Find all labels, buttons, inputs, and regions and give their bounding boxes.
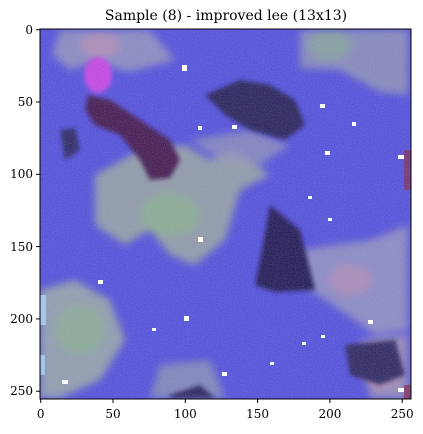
- x-tick-label: 50: [105, 407, 120, 421]
- y-tick-label: 100: [10, 167, 33, 181]
- y-tick-labels: 0 50 100 150 200 250: [10, 23, 33, 398]
- figure-title: Sample (8) - improved lee (13x13): [105, 8, 347, 24]
- y-tick-label: 0: [25, 23, 33, 37]
- x-axis: [40, 399, 403, 403]
- y-tick-label: 150: [10, 240, 33, 254]
- plot-frame: [39, 28, 412, 400]
- y-tick-label: 250: [10, 384, 33, 398]
- x-tick-labels: 0 50 100 150 200 250: [37, 407, 414, 421]
- x-tick-label: 200: [318, 407, 341, 421]
- filtered-sample-image: [40, 29, 411, 399]
- y-tick-label: 200: [10, 312, 33, 326]
- x-tick-label: 0: [37, 407, 45, 421]
- x-tick-label: 150: [246, 407, 269, 421]
- y-axis: [36, 29, 40, 392]
- y-tick-label: 50: [18, 95, 33, 109]
- x-tick-label: 100: [174, 407, 197, 421]
- x-tick-label: 250: [391, 407, 414, 421]
